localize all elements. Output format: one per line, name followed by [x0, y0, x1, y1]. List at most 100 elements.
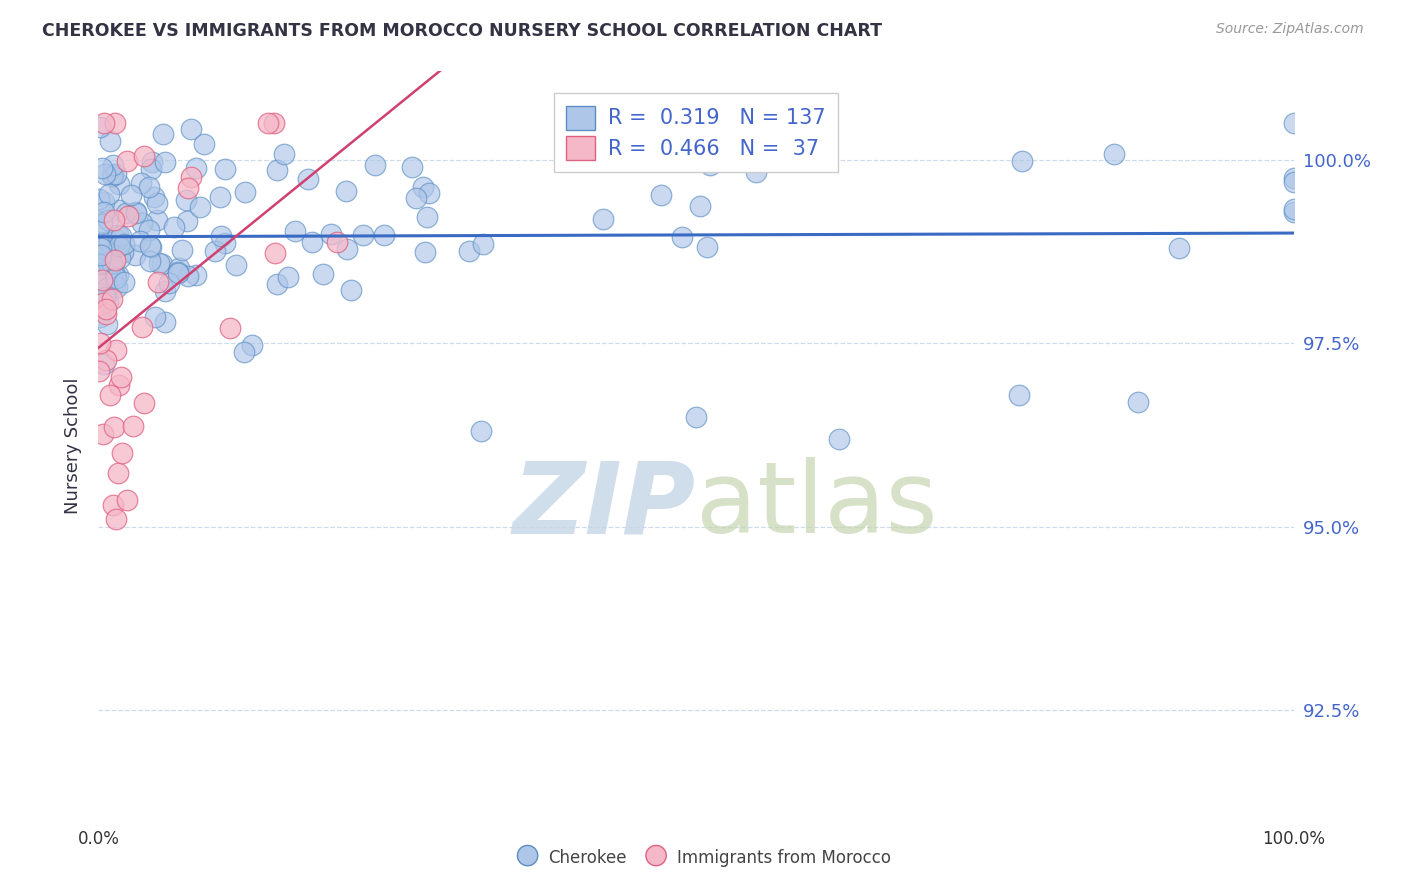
- Point: [273, 146, 295, 161]
- Point: [97, 213, 120, 227]
- Point: [120, 187, 142, 202]
- Point: [138, 180, 160, 194]
- Point: [97, 187, 120, 202]
- Point: [104, 268, 127, 282]
- Point: [94, 290, 117, 304]
- Point: [696, 240, 718, 254]
- Point: [105, 512, 128, 526]
- Point: [214, 235, 236, 250]
- Point: [1282, 116, 1305, 130]
- Point: [650, 187, 672, 202]
- Point: [170, 243, 193, 257]
- Point: [108, 378, 131, 392]
- Point: [104, 116, 127, 130]
- Point: [155, 315, 177, 329]
- Point: [101, 256, 124, 270]
- Point: [209, 228, 232, 243]
- Point: [131, 320, 153, 334]
- Point: [96, 317, 118, 331]
- Point: [148, 256, 170, 270]
- Point: [177, 181, 200, 195]
- Point: [96, 301, 118, 316]
- Point: [105, 233, 128, 247]
- Point: [689, 199, 711, 213]
- Point: [115, 153, 138, 168]
- Point: [107, 466, 129, 480]
- Point: [110, 228, 132, 243]
- Point: [129, 177, 152, 191]
- Point: [180, 170, 202, 185]
- Point: [108, 203, 131, 218]
- Point: [1167, 241, 1189, 255]
- Point: [1282, 202, 1305, 216]
- Point: [214, 161, 236, 176]
- Point: [139, 238, 162, 252]
- Point: [97, 235, 120, 249]
- Point: [1008, 387, 1031, 401]
- Point: [101, 158, 124, 172]
- Point: [828, 432, 851, 446]
- Point: [89, 285, 111, 300]
- Point: [101, 169, 124, 183]
- Point: [1011, 153, 1033, 168]
- Point: [146, 195, 169, 210]
- Point: [98, 387, 122, 401]
- Point: [90, 255, 112, 269]
- Point: [169, 260, 191, 275]
- Point: [184, 268, 207, 282]
- Point: [139, 253, 162, 268]
- Point: [138, 222, 160, 236]
- Point: [117, 210, 139, 224]
- Point: [93, 270, 115, 285]
- Point: [301, 235, 323, 250]
- Point: [266, 163, 288, 178]
- Point: [297, 172, 319, 186]
- Point: [152, 127, 174, 141]
- Point: [284, 223, 307, 237]
- Point: [93, 195, 115, 210]
- Point: [413, 245, 436, 260]
- Point: [129, 234, 152, 248]
- Point: [108, 252, 131, 266]
- Point: [112, 236, 135, 251]
- Point: [204, 244, 226, 258]
- Point: [96, 248, 118, 262]
- Point: [93, 246, 115, 260]
- Point: [104, 343, 127, 358]
- Point: [91, 296, 114, 310]
- Point: [104, 253, 127, 268]
- Point: [699, 158, 721, 172]
- Point: [105, 271, 128, 285]
- Point: [326, 235, 349, 250]
- Point: [111, 446, 134, 460]
- Point: [321, 227, 343, 242]
- Point: [1282, 205, 1305, 219]
- Point: [263, 245, 285, 260]
- Point: [93, 357, 115, 371]
- Point: [266, 277, 288, 292]
- Point: [146, 213, 169, 227]
- Point: [89, 257, 111, 271]
- Point: [263, 116, 285, 130]
- Point: [89, 248, 111, 262]
- Point: [184, 161, 207, 175]
- Point: [225, 259, 247, 273]
- Point: [89, 336, 111, 351]
- Point: [132, 148, 155, 162]
- Point: [103, 168, 125, 182]
- Legend: R =  0.319   N = 137, R =  0.466   N =  37: R = 0.319 N = 137, R = 0.466 N = 37: [554, 93, 838, 172]
- Point: [336, 242, 359, 256]
- Point: [97, 256, 120, 270]
- Point: [153, 284, 176, 298]
- Point: [745, 165, 768, 179]
- Point: [240, 337, 263, 351]
- Point: [110, 370, 132, 384]
- Point: [89, 192, 111, 206]
- Point: [100, 293, 122, 307]
- Point: [131, 215, 153, 229]
- Point: [107, 177, 129, 191]
- Point: [176, 214, 198, 228]
- Point: [412, 180, 434, 194]
- Point: [104, 167, 127, 181]
- Point: [1128, 395, 1150, 409]
